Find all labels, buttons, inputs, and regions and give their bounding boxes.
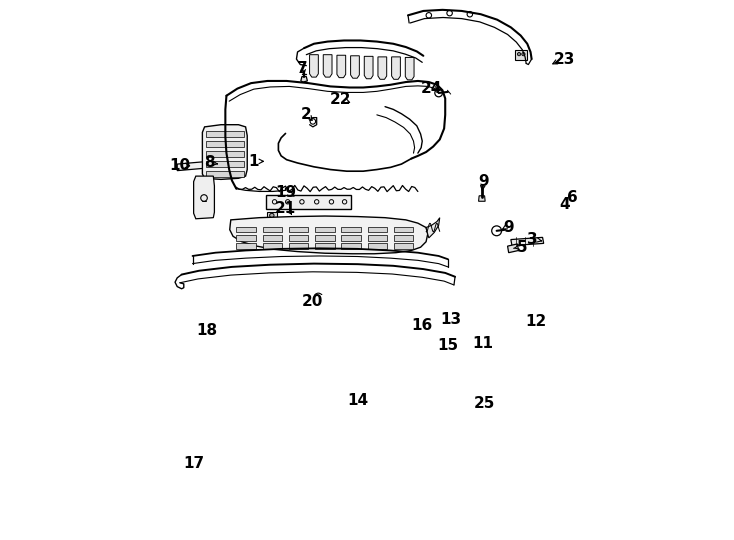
Polygon shape [206, 171, 244, 177]
Polygon shape [515, 50, 527, 60]
Text: 5: 5 [517, 240, 527, 255]
Polygon shape [351, 56, 360, 78]
Polygon shape [177, 162, 203, 171]
Circle shape [269, 213, 274, 218]
Polygon shape [310, 55, 319, 77]
Text: 23: 23 [553, 51, 575, 66]
Polygon shape [267, 212, 277, 219]
Polygon shape [203, 125, 247, 179]
Polygon shape [206, 151, 244, 157]
Text: 4: 4 [559, 197, 570, 212]
Polygon shape [394, 235, 413, 241]
Polygon shape [341, 244, 361, 249]
Polygon shape [364, 56, 373, 79]
Text: 11: 11 [472, 336, 493, 351]
Text: 2: 2 [300, 107, 311, 123]
Polygon shape [288, 235, 308, 241]
Polygon shape [511, 238, 544, 246]
Polygon shape [368, 227, 388, 232]
Polygon shape [368, 244, 388, 249]
Circle shape [517, 52, 520, 56]
Polygon shape [206, 161, 244, 167]
Text: 18: 18 [197, 323, 218, 339]
Polygon shape [474, 336, 499, 358]
Text: 25: 25 [474, 396, 495, 411]
Text: 21: 21 [275, 201, 296, 217]
Text: 9: 9 [478, 174, 489, 189]
Text: 9: 9 [504, 220, 514, 235]
Polygon shape [315, 235, 335, 241]
Polygon shape [508, 244, 518, 253]
Text: 16: 16 [412, 318, 433, 333]
Circle shape [522, 52, 525, 56]
Text: 1: 1 [249, 154, 259, 169]
Polygon shape [315, 244, 335, 249]
Polygon shape [230, 216, 428, 254]
Text: 17: 17 [183, 456, 204, 471]
Text: 13: 13 [440, 313, 461, 327]
Polygon shape [263, 227, 283, 232]
Text: 8: 8 [203, 156, 214, 171]
Text: 6: 6 [567, 191, 578, 206]
Polygon shape [236, 244, 256, 249]
Polygon shape [263, 235, 283, 241]
Polygon shape [206, 131, 244, 137]
Polygon shape [479, 196, 485, 201]
Polygon shape [323, 55, 332, 77]
Text: 24: 24 [421, 81, 442, 96]
Polygon shape [236, 227, 256, 232]
Polygon shape [394, 244, 413, 249]
Polygon shape [341, 235, 361, 241]
Polygon shape [392, 57, 400, 79]
Text: 14: 14 [347, 393, 368, 408]
Polygon shape [288, 227, 308, 232]
Circle shape [412, 326, 418, 331]
Polygon shape [368, 235, 388, 241]
Text: 3: 3 [528, 232, 538, 247]
Polygon shape [453, 322, 467, 338]
Polygon shape [236, 235, 256, 241]
Polygon shape [288, 244, 308, 249]
Text: 15: 15 [437, 338, 459, 353]
Text: 20: 20 [302, 294, 324, 309]
Polygon shape [426, 218, 440, 238]
Polygon shape [263, 244, 283, 249]
Polygon shape [552, 209, 562, 216]
Text: 22: 22 [330, 92, 351, 107]
Text: 10: 10 [170, 158, 191, 173]
Polygon shape [394, 227, 413, 232]
Polygon shape [405, 57, 414, 80]
Polygon shape [378, 57, 387, 79]
Text: 12: 12 [526, 314, 547, 329]
Polygon shape [206, 141, 244, 147]
Text: 7: 7 [297, 61, 308, 76]
Polygon shape [301, 77, 308, 82]
Polygon shape [337, 55, 346, 78]
Polygon shape [266, 195, 351, 209]
Polygon shape [315, 227, 335, 232]
Text: 19: 19 [275, 185, 296, 200]
Polygon shape [341, 227, 361, 232]
Polygon shape [194, 176, 214, 219]
